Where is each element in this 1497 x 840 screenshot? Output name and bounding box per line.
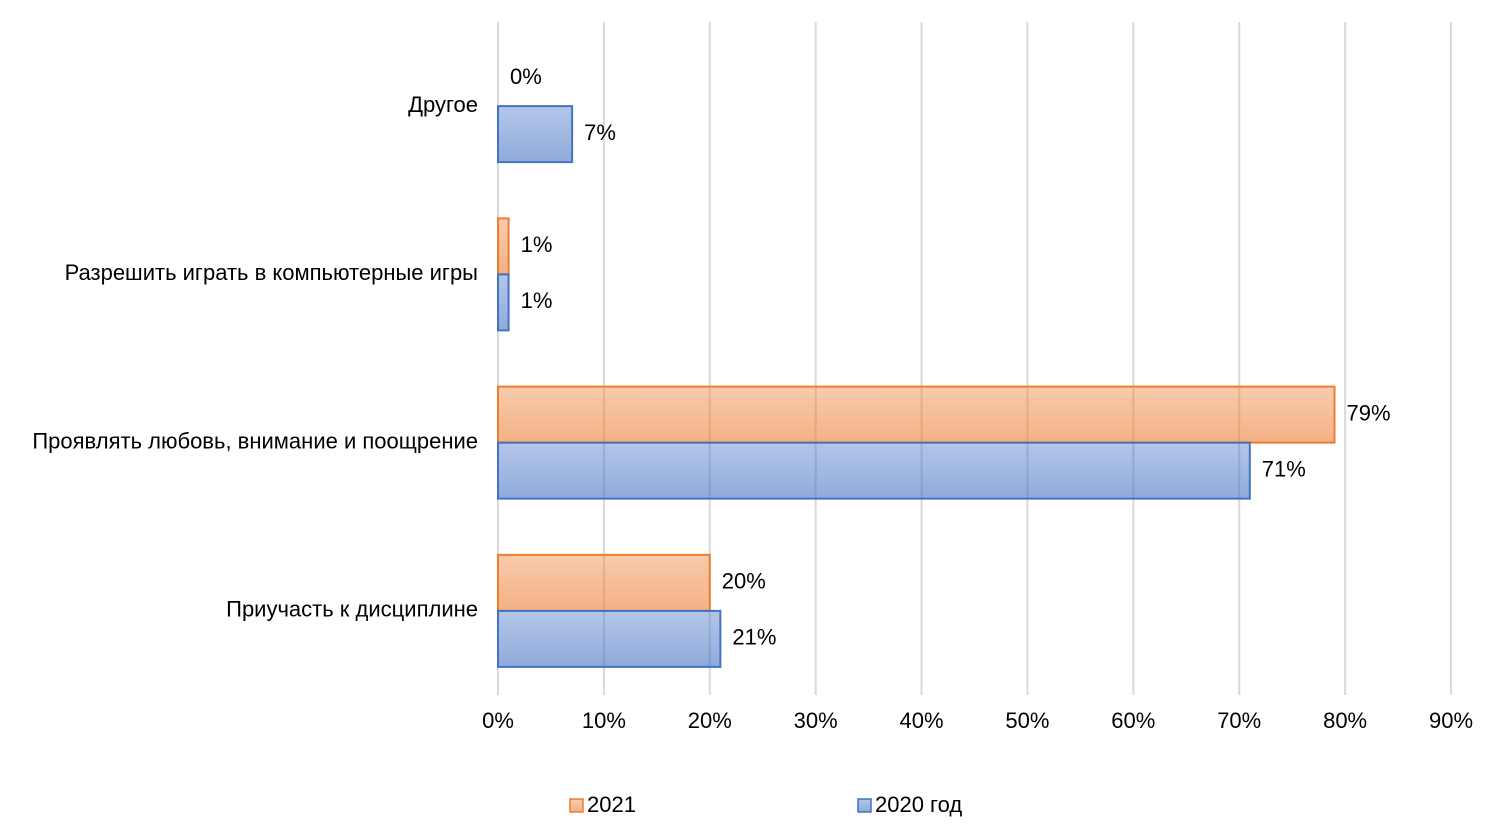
data-label: 20% bbox=[722, 569, 766, 594]
bar bbox=[497, 217, 510, 276]
x-tick-label: 10% bbox=[582, 708, 626, 733]
data-label: 7% bbox=[584, 120, 616, 145]
x-tick-label: 80% bbox=[1323, 708, 1367, 733]
bar bbox=[497, 105, 574, 164]
legend-label: 2020 год bbox=[875, 792, 962, 817]
data-label: 0% bbox=[510, 64, 542, 89]
legend-swatch bbox=[857, 798, 872, 813]
category-label: Разрешить играть в компьютерные игры bbox=[65, 260, 478, 285]
category-label: Другое bbox=[408, 92, 478, 117]
bar bbox=[497, 385, 1336, 444]
data-label: 1% bbox=[521, 232, 553, 257]
legend-label: 2021 bbox=[587, 792, 636, 817]
x-tick-label: 50% bbox=[1005, 708, 1049, 733]
category-label: Приучасть к дисциплине bbox=[226, 597, 478, 622]
x-tick-label: 60% bbox=[1111, 708, 1155, 733]
bar bbox=[497, 553, 711, 612]
data-label: 71% bbox=[1262, 456, 1306, 481]
x-tick-label: 40% bbox=[900, 708, 944, 733]
category-label: Проявлять любовь, внимание и поощрение bbox=[32, 428, 478, 453]
data-label: 21% bbox=[732, 625, 776, 650]
legend-swatch bbox=[569, 798, 584, 813]
x-tick-label: 70% bbox=[1217, 708, 1261, 733]
data-label: 79% bbox=[1347, 400, 1391, 425]
bar bbox=[497, 273, 510, 332]
x-tick-label: 0% bbox=[482, 708, 514, 733]
x-tick-label: 30% bbox=[794, 708, 838, 733]
x-tick-label: 20% bbox=[688, 708, 732, 733]
x-tick-label: 90% bbox=[1429, 708, 1473, 733]
data-label: 1% bbox=[521, 288, 553, 313]
bar bbox=[497, 609, 722, 668]
bar bbox=[497, 441, 1251, 500]
